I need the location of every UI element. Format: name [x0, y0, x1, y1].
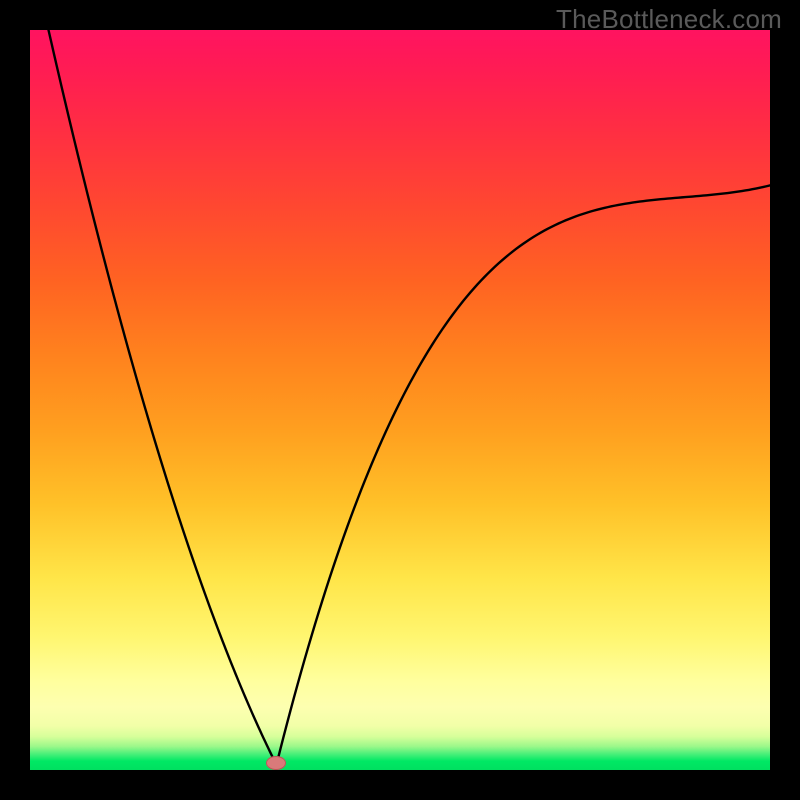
figure-canvas: TheBottleneck.com — [0, 0, 800, 800]
plot-area — [30, 30, 770, 770]
background-gradient — [30, 30, 770, 770]
minimum-marker — [266, 756, 286, 770]
